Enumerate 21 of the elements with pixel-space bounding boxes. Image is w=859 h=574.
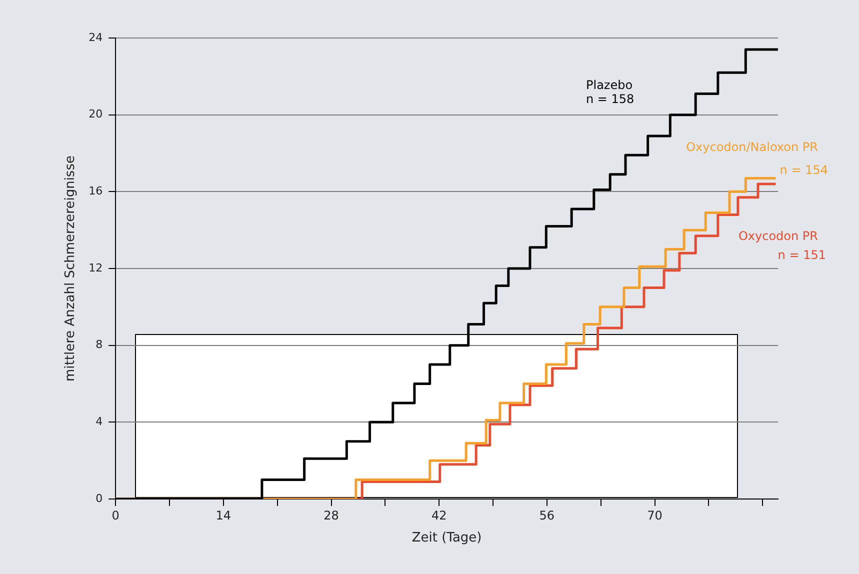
text: Plazebo bbox=[586, 78, 633, 92]
text: n = 154 bbox=[780, 163, 828, 178]
x-tick-label: 56 bbox=[539, 508, 555, 522]
x-axis-title: Zeit (Tage) bbox=[412, 530, 482, 546]
series-label: Oxycodon PR bbox=[738, 229, 818, 244]
x-tick-label: 14 bbox=[216, 508, 232, 522]
y-tick-label: 16 bbox=[88, 184, 103, 198]
y-tick-label: 8 bbox=[96, 338, 103, 352]
y-tick-label: 20 bbox=[88, 108, 103, 121]
text: Oxycodon/Naloxon PR bbox=[686, 140, 818, 154]
x-tick-label: 28 bbox=[324, 508, 339, 522]
y-tick-label: 0 bbox=[96, 492, 103, 505]
y-tick-label: 24 bbox=[88, 30, 103, 44]
y-tick-label: 12 bbox=[88, 261, 103, 274]
x-tick-label: 42 bbox=[431, 508, 447, 522]
annotation: n = 158 bbox=[586, 92, 634, 106]
y-tick-label: 4 bbox=[96, 415, 103, 428]
x-tick-label: 70 bbox=[647, 508, 662, 522]
x-tick-label: 0 bbox=[112, 508, 120, 522]
y-axis-title: mittlere Anzahl Schmerzereignisse bbox=[63, 156, 78, 382]
annotation: n = 151 bbox=[778, 248, 826, 262]
